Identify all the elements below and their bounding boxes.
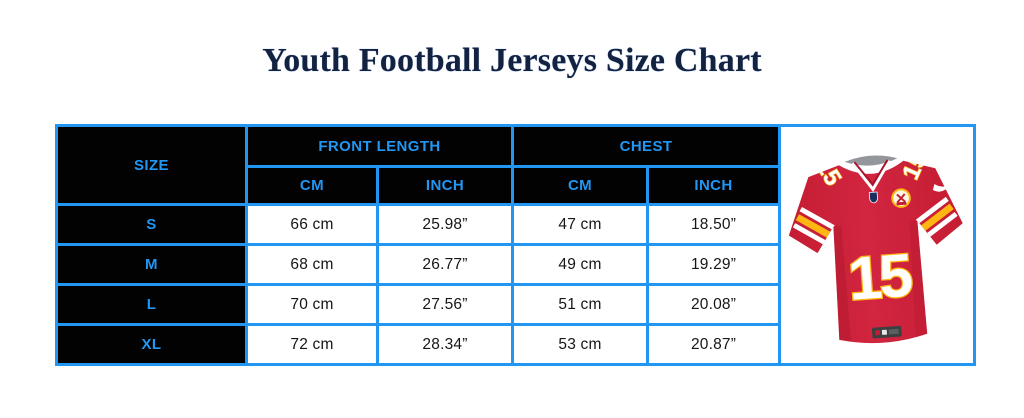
front-length-inch-value: 25.98”: [375, 203, 515, 246]
front-length-cm-value: 66 cm: [245, 203, 379, 246]
page-title: Youth Football Jerseys Size Chart: [262, 42, 762, 79]
table-row-s: S 66 cm 25.98” 47 cm 18.50”: [55, 203, 975, 246]
size-chart-table: SIZE FRONT LENGTH CHEST: [55, 124, 977, 366]
chest-inch-value: 18.50”: [646, 203, 782, 246]
size-label: M: [55, 243, 248, 286]
size-label: S: [55, 203, 248, 246]
size-label: L: [55, 283, 248, 326]
front-length-cm-value: 70 cm: [245, 283, 379, 326]
collar-trim: [851, 159, 891, 192]
table-row-m: M 68 cm 26.77” 49 cm 19.29”: [55, 243, 975, 286]
jersey-body: [788, 160, 963, 344]
size-label: XL: [55, 323, 248, 366]
chest-header: CHEST: [511, 124, 782, 168]
table-row-l: L 70 cm 27.56” 51 cm 20.08”: [55, 283, 975, 326]
jersey-inner-collar: [844, 155, 898, 166]
chest-inch-value: 20.08”: [646, 283, 782, 326]
jersey-image: 15 15: [781, 129, 973, 361]
table-row-xl: XL 72 cm 28.34” 53 cm 20.87”: [55, 323, 975, 366]
swoosh-icon: [932, 183, 953, 192]
front-length-cm-value: 68 cm: [245, 243, 379, 286]
jersey-image-cell: 15 15: [778, 124, 977, 366]
chest-cm-value: 47 cm: [511, 203, 650, 246]
chest-cm-value: 53 cm: [511, 323, 650, 366]
nfl-shield-logo: [868, 191, 878, 204]
front-length-header: FRONT LENGTH: [244, 124, 515, 168]
jock-tag: [872, 325, 902, 339]
front-length-inch-header: INCH: [375, 165, 515, 206]
chest-number: 15: [846, 241, 914, 313]
jersey-illustration: 15 15: [788, 155, 963, 344]
front-length-cm-header: CM: [245, 165, 379, 206]
team-patch: [891, 188, 911, 208]
chest-cm-value: 49 cm: [511, 243, 650, 286]
size-column-header: SIZE: [55, 124, 248, 206]
front-length-cm-value: 72 cm: [245, 323, 379, 366]
front-length-inch-value: 28.34”: [375, 323, 515, 366]
chest-inch-value: 20.87”: [646, 323, 782, 366]
chest-cm-header: CM: [511, 165, 650, 206]
left-sleeve-stripes: [792, 206, 835, 246]
chest-cm-value: 51 cm: [511, 283, 650, 326]
right-sleeve-stripes: [915, 196, 958, 239]
chest-inch-header: INCH: [646, 165, 782, 206]
front-length-inch-value: 26.77”: [375, 243, 515, 286]
chest-inch-value: 19.29”: [646, 243, 782, 286]
front-length-inch-value: 27.56”: [375, 283, 515, 326]
